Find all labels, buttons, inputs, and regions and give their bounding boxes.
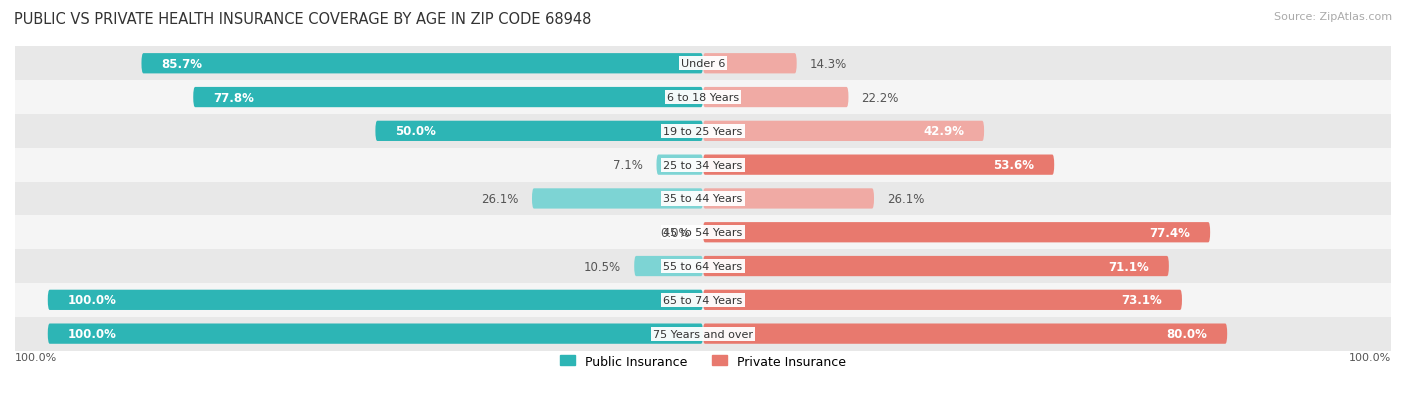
Text: 10.5%: 10.5% bbox=[583, 260, 621, 273]
Text: Under 6: Under 6 bbox=[681, 59, 725, 69]
Text: 53.6%: 53.6% bbox=[994, 159, 1035, 172]
FancyBboxPatch shape bbox=[657, 155, 703, 176]
FancyBboxPatch shape bbox=[703, 290, 1182, 310]
Text: 75 Years and over: 75 Years and over bbox=[652, 329, 754, 339]
FancyBboxPatch shape bbox=[703, 189, 875, 209]
FancyBboxPatch shape bbox=[703, 121, 984, 142]
FancyBboxPatch shape bbox=[634, 256, 703, 277]
Text: 100.0%: 100.0% bbox=[1348, 352, 1391, 362]
FancyBboxPatch shape bbox=[193, 88, 703, 108]
Text: 6 to 18 Years: 6 to 18 Years bbox=[666, 93, 740, 103]
FancyBboxPatch shape bbox=[15, 148, 1391, 182]
FancyBboxPatch shape bbox=[142, 54, 703, 74]
FancyBboxPatch shape bbox=[703, 54, 797, 74]
FancyBboxPatch shape bbox=[703, 155, 1054, 176]
Text: 26.1%: 26.1% bbox=[887, 192, 925, 205]
Text: 50.0%: 50.0% bbox=[395, 125, 436, 138]
FancyBboxPatch shape bbox=[531, 189, 703, 209]
Text: 77.4%: 77.4% bbox=[1150, 226, 1191, 239]
Text: 100.0%: 100.0% bbox=[67, 328, 117, 340]
FancyBboxPatch shape bbox=[15, 47, 1391, 81]
FancyBboxPatch shape bbox=[375, 121, 703, 142]
Text: 65 to 74 Years: 65 to 74 Years bbox=[664, 295, 742, 305]
FancyBboxPatch shape bbox=[703, 256, 1168, 277]
FancyBboxPatch shape bbox=[15, 81, 1391, 115]
FancyBboxPatch shape bbox=[48, 290, 703, 310]
FancyBboxPatch shape bbox=[15, 283, 1391, 317]
Text: 80.0%: 80.0% bbox=[1167, 328, 1208, 340]
Text: 100.0%: 100.0% bbox=[15, 352, 58, 362]
Text: 100.0%: 100.0% bbox=[67, 294, 117, 306]
Legend: Public Insurance, Private Insurance: Public Insurance, Private Insurance bbox=[555, 350, 851, 373]
Text: 26.1%: 26.1% bbox=[481, 192, 519, 205]
Text: 25 to 34 Years: 25 to 34 Years bbox=[664, 160, 742, 170]
Text: 42.9%: 42.9% bbox=[924, 125, 965, 138]
Text: 19 to 25 Years: 19 to 25 Years bbox=[664, 126, 742, 137]
FancyBboxPatch shape bbox=[48, 324, 703, 344]
FancyBboxPatch shape bbox=[703, 223, 1211, 243]
Text: 45 to 54 Years: 45 to 54 Years bbox=[664, 228, 742, 237]
Text: 22.2%: 22.2% bbox=[862, 91, 898, 104]
FancyBboxPatch shape bbox=[703, 324, 1227, 344]
Text: 14.3%: 14.3% bbox=[810, 58, 846, 71]
Text: 55 to 64 Years: 55 to 64 Years bbox=[664, 261, 742, 271]
Text: 85.7%: 85.7% bbox=[162, 58, 202, 71]
Text: 7.1%: 7.1% bbox=[613, 159, 644, 172]
FancyBboxPatch shape bbox=[15, 317, 1391, 351]
FancyBboxPatch shape bbox=[15, 182, 1391, 216]
Text: 73.1%: 73.1% bbox=[1122, 294, 1163, 306]
Text: Source: ZipAtlas.com: Source: ZipAtlas.com bbox=[1274, 12, 1392, 22]
Text: 0.0%: 0.0% bbox=[661, 226, 690, 239]
Text: 71.1%: 71.1% bbox=[1108, 260, 1149, 273]
Text: 35 to 44 Years: 35 to 44 Years bbox=[664, 194, 742, 204]
Text: 77.8%: 77.8% bbox=[212, 91, 253, 104]
FancyBboxPatch shape bbox=[15, 249, 1391, 283]
FancyBboxPatch shape bbox=[703, 88, 848, 108]
FancyBboxPatch shape bbox=[15, 216, 1391, 249]
FancyBboxPatch shape bbox=[15, 115, 1391, 148]
Text: PUBLIC VS PRIVATE HEALTH INSURANCE COVERAGE BY AGE IN ZIP CODE 68948: PUBLIC VS PRIVATE HEALTH INSURANCE COVER… bbox=[14, 12, 592, 27]
